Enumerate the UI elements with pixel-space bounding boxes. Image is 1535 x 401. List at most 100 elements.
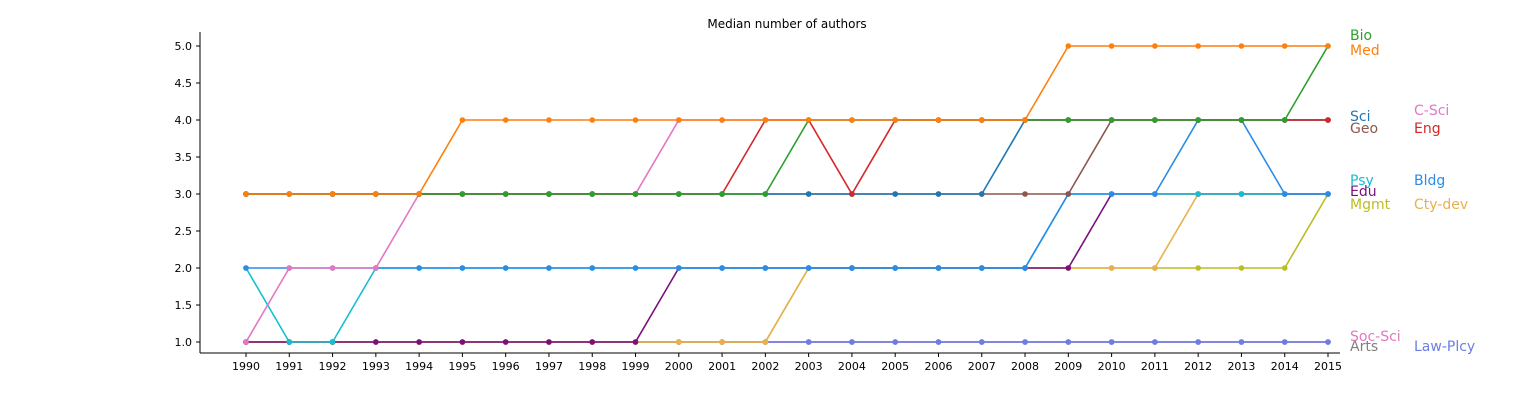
data-point — [373, 191, 379, 197]
y-tick-label: 4.0 — [175, 114, 193, 127]
data-point — [1065, 191, 1072, 197]
legend-label-law-plcy: Law-Plcy — [1414, 339, 1475, 355]
data-point — [805, 191, 812, 197]
data-point — [849, 265, 855, 271]
y-tick-label: 3.0 — [175, 188, 193, 201]
data-point — [502, 117, 509, 123]
data-point — [805, 339, 812, 345]
data-point — [243, 339, 249, 345]
data-point — [546, 265, 552, 271]
series-line — [245, 119, 1328, 343]
data-point — [1281, 117, 1288, 123]
y-tick-label: 5.0 — [175, 40, 193, 53]
data-point — [416, 191, 422, 197]
data-point — [243, 265, 249, 271]
data-point — [1108, 117, 1115, 123]
x-tick-label: 2000 — [665, 360, 693, 373]
legend-label-eng: Eng — [1414, 121, 1441, 137]
data-point — [589, 191, 596, 197]
data-point — [1152, 339, 1158, 345]
data-point — [892, 339, 898, 345]
data-point — [1022, 265, 1028, 271]
data-point — [978, 265, 985, 271]
data-point — [1238, 117, 1245, 123]
data-point — [935, 117, 942, 123]
data-point — [935, 339, 942, 345]
data-point — [1195, 117, 1201, 123]
data-point — [935, 191, 942, 197]
x-tick-label: 1998 — [578, 360, 606, 373]
data-point — [632, 265, 639, 271]
data-point — [459, 191, 466, 197]
data-point — [1195, 339, 1201, 345]
data-point — [1238, 265, 1245, 271]
data-point — [762, 265, 769, 271]
legend-label-arts: Arts — [1350, 339, 1378, 355]
data-point — [1195, 191, 1201, 197]
x-tick-label: 2012 — [1184, 360, 1212, 373]
data-point — [849, 339, 855, 345]
x-tick-label: 2014 — [1271, 360, 1299, 373]
legend-label-soc-sci: Soc-Sci — [1350, 329, 1401, 345]
x-tick-label: 1995 — [448, 360, 476, 373]
data-point — [676, 117, 682, 123]
legend-label-bio: Bio — [1350, 28, 1372, 44]
x-tick-label: 2015 — [1314, 360, 1342, 373]
data-point — [1065, 265, 1072, 271]
data-point — [286, 339, 293, 345]
data-point — [1281, 43, 1288, 49]
data-point — [719, 339, 725, 345]
data-point — [1065, 117, 1072, 123]
y-tick-label: 3.5 — [175, 151, 193, 164]
data-point — [1195, 43, 1201, 49]
data-point — [1238, 43, 1245, 49]
data-point — [546, 191, 552, 197]
data-point — [459, 117, 466, 123]
x-tick-label: 2011 — [1141, 360, 1169, 373]
x-tick-label: 2006 — [924, 360, 952, 373]
data-point — [762, 339, 769, 345]
data-point — [459, 339, 466, 345]
data-point — [416, 265, 422, 271]
legend-label-cty-dev: Cty-dev — [1414, 197, 1468, 213]
data-point — [1152, 191, 1158, 197]
data-point — [1325, 43, 1331, 49]
data-point — [1108, 339, 1115, 345]
legend-label-mgmt: Mgmt — [1350, 197, 1391, 213]
data-point — [719, 265, 725, 271]
data-point — [589, 265, 596, 271]
data-point — [676, 265, 682, 271]
data-point — [1152, 117, 1158, 123]
x-tick-label: 2002 — [751, 360, 779, 373]
data-point — [329, 339, 336, 345]
legend-label-edu: Edu — [1350, 184, 1377, 200]
data-point — [762, 117, 769, 123]
data-point — [1325, 117, 1331, 123]
x-tick-label: 2009 — [1054, 360, 1082, 373]
data-point — [719, 117, 725, 123]
data-point — [1281, 265, 1288, 271]
series-line — [246, 45, 1328, 195]
data-point — [632, 191, 639, 197]
data-point — [978, 191, 985, 197]
data-point — [1281, 191, 1288, 197]
y-tick-label: 1.5 — [175, 299, 193, 312]
data-point — [719, 191, 725, 197]
data-point — [1065, 339, 1072, 345]
y-tick-label: 2.0 — [175, 262, 193, 275]
x-tick-label: 2001 — [708, 360, 736, 373]
data-point — [373, 339, 379, 345]
x-tick-label: 1991 — [275, 360, 303, 373]
legend-label-c-sci: C-Sci — [1414, 103, 1449, 119]
data-point — [373, 265, 379, 271]
data-point — [502, 265, 509, 271]
series-layer — [243, 43, 1331, 345]
data-point — [1152, 43, 1158, 49]
data-point — [1108, 191, 1115, 197]
data-point — [546, 117, 552, 123]
data-point — [805, 117, 812, 123]
chart-title: Median number of authors — [707, 17, 866, 31]
data-point — [805, 265, 812, 271]
data-point — [589, 117, 596, 123]
